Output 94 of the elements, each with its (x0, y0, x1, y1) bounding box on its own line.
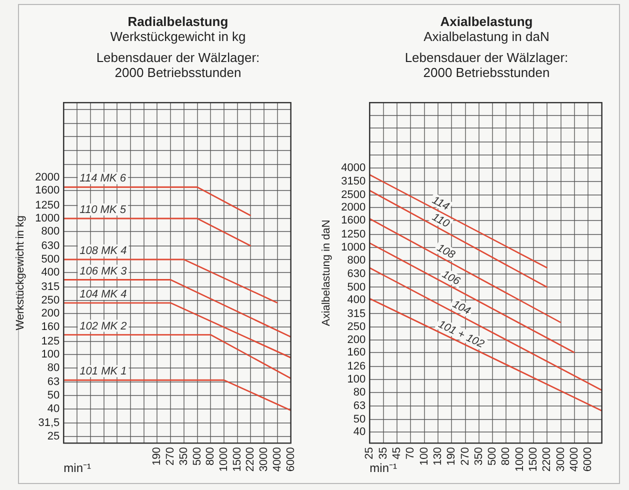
x-tick-label: 6000 (284, 447, 297, 472)
series-label: 110 MK 5 (80, 204, 127, 216)
y-tick-label: 630 (347, 268, 366, 280)
x-tick-label: 350 (472, 447, 485, 466)
y-axis-title: Werkstückgewicht in kg (14, 215, 27, 330)
y-tick-label: 50 (47, 390, 60, 402)
x-tick-label: 800 (500, 447, 512, 466)
x-tick-label: 500 (486, 447, 499, 466)
chart-subtitle: Axialbelastung in daN (422, 29, 550, 44)
text: 114 (430, 194, 452, 213)
x-tick-label: 1500 (231, 447, 244, 472)
y-tick-label: 400 (41, 266, 60, 279)
y-tick-label: 315 (347, 308, 366, 320)
x-tick-label: 270 (164, 447, 177, 466)
y-tick-label: 200 (347, 334, 366, 346)
chart-title: Axialbelastung (439, 14, 534, 29)
y-tick-label: 315 (41, 280, 60, 293)
x-tick-label: 1500 (528, 447, 540, 472)
series-label: 114 MK 6 (80, 172, 127, 185)
y-tick-label: 1250 (35, 199, 60, 212)
x-tick-label: 2200 (541, 447, 554, 472)
x-tick-label: 1000 (514, 447, 526, 472)
y-tick-label: 2500 (341, 188, 366, 201)
y-tick-label: 1000 (35, 212, 60, 225)
y-tick-label: 1600 (341, 214, 366, 227)
text: 2000 Betriebsstunden (422, 65, 551, 80)
x-tick-label: 130 (432, 447, 444, 466)
x-tick-label: 2200 (244, 447, 257, 472)
chart-subtitle: Werkstückgewicht in kg (109, 29, 247, 44)
text: 110 (430, 211, 452, 231)
x-tick-label: 270 (459, 447, 472, 466)
y-tick-label: 2000 (341, 202, 366, 214)
y-tick-label: 630 (41, 240, 60, 252)
y-tick-label: 1250 (341, 228, 366, 241)
y-tick-label: 80 (47, 362, 60, 374)
series-label: 106 MK 3 (80, 265, 128, 278)
x-tick-label: 3000 (554, 447, 567, 472)
text: 106 (440, 268, 463, 288)
x-tick-label: 3000 (258, 447, 270, 472)
text: 104 (450, 298, 472, 318)
text: 101 + 102 (436, 318, 486, 351)
y-tick-label: 25 (47, 430, 60, 443)
text: 108 (434, 242, 458, 262)
y-tick-label: 63 (353, 400, 366, 412)
x-tick-label: 35 (377, 447, 390, 460)
y-tick-label: 40 (353, 426, 366, 438)
y-tick-label: 500 (347, 281, 366, 294)
x-tick-label: 100 (418, 447, 430, 466)
x-tick-label: 70 (404, 447, 417, 460)
text: Lebensdauer der Wälzlager: (404, 50, 570, 65)
y-tick-label: 31,5 (38, 417, 60, 429)
y-tick-label: 1000 (341, 242, 366, 254)
x-tick-label: 1000 (218, 447, 230, 472)
x-tick-label: 4000 (271, 447, 284, 472)
y-tick-label: 125 (41, 335, 60, 348)
x-tick-label: 500 (191, 447, 204, 466)
x-tick-label: 800 (204, 447, 217, 466)
y-tick-label: 200 (41, 308, 60, 320)
text: 2000 Betriebsstunden (114, 65, 242, 80)
chart-title: Radialbelastung (126, 14, 230, 29)
x-axis-title: min⁻¹ (370, 461, 398, 476)
y-tick-label: 250 (41, 294, 60, 307)
text: Lebensdauer der Wälzlager: (95, 50, 261, 65)
x-tick-label: 4000 (568, 447, 581, 472)
x-tick-label: 350 (178, 447, 190, 466)
y-tick-label: 63 (47, 376, 60, 388)
y-tick-label: 50 (353, 413, 366, 426)
x-tick-label: 25 (364, 447, 376, 460)
y-tick-label: 1600 (35, 184, 60, 197)
y-tick-label: 100 (41, 348, 60, 361)
series-label: 108 MK 4 (80, 245, 127, 258)
y-tick-label: 400 (347, 294, 366, 306)
y-tick-label: 80 (353, 386, 366, 398)
y-axis-title: Axialbelastung in daN (320, 220, 333, 326)
y-tick-label: 100 (347, 374, 366, 386)
y-tick-label: 3150 (341, 176, 366, 188)
x-tick-label: 190 (151, 447, 164, 466)
y-tick-label: 4000 (341, 162, 366, 174)
y-tick-label: 160 (347, 346, 366, 359)
y-tick-label: 40 (47, 402, 60, 415)
y-tick-label: 800 (347, 254, 366, 266)
y-tick-label: 160 (41, 320, 60, 333)
series-label: 102 MK 2 (80, 320, 127, 332)
y-tick-label: 500 (41, 254, 60, 266)
series-label: 101 MK 1 (80, 366, 127, 378)
y-tick-label: 800 (41, 226, 60, 238)
series-label: 104 MK 4 (80, 288, 127, 300)
x-tick-label: 45 (391, 447, 404, 460)
x-tick-label: 6000 (582, 447, 594, 472)
y-tick-label: 2000 (35, 172, 60, 184)
x-axis-title: min⁻¹ (64, 461, 92, 476)
x-tick-label: 190 (446, 447, 458, 466)
y-tick-label: 126 (347, 360, 366, 372)
y-tick-label: 250 (347, 321, 366, 334)
